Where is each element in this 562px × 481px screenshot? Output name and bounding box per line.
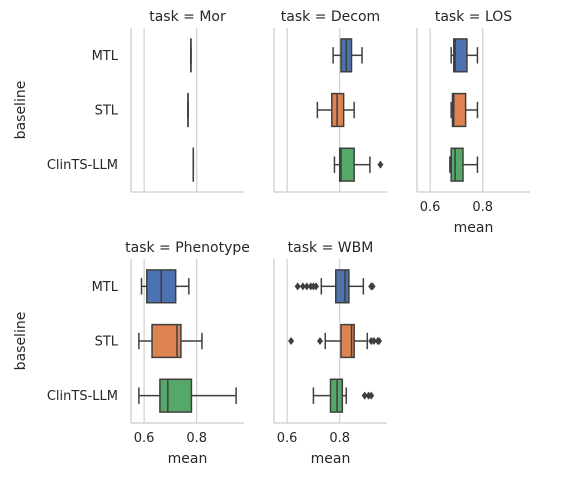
x-axis-label: mean [454, 220, 494, 236]
x-tick-label: 0.8 [329, 431, 350, 446]
y-tick-label: STL [95, 104, 119, 119]
box-mtl [295, 270, 376, 303]
box-mtl [451, 39, 477, 72]
outlier-point [377, 161, 383, 169]
panel-title: task = LOS [435, 9, 512, 25]
box-mtl [333, 39, 362, 72]
outlier-point [288, 337, 294, 345]
y-tick-label: MTL [92, 280, 119, 295]
box-iqr [451, 148, 463, 181]
y-axis-label: baseline [13, 312, 29, 371]
x-tick-label: 0.6 [134, 431, 155, 446]
panel-title: task = Decom [281, 9, 380, 25]
y-tick-label: ClinTS-LLM [47, 158, 118, 173]
box-clints-llm [139, 379, 236, 412]
box-stl [451, 94, 477, 127]
y-tick-label: ClinTS-LLM [47, 389, 118, 404]
panel-title: task = Mor [149, 9, 226, 25]
box-stl [288, 325, 382, 358]
box-iqr [340, 148, 354, 181]
box-mtl [142, 270, 189, 303]
box-clints-llm [313, 379, 374, 412]
y-tick-label: STL [95, 335, 119, 350]
x-tick-label: 0.6 [420, 200, 441, 215]
x-tick-label: 0.8 [186, 431, 207, 446]
y-tick-label: MTL [92, 49, 119, 64]
y-axis-label: baseline [13, 81, 29, 140]
outlier-point [317, 337, 323, 345]
panel-title: task = Phenotype [125, 240, 250, 256]
box-clints-llm [450, 148, 478, 181]
box-stl [317, 94, 354, 127]
box-clints-llm [334, 148, 383, 181]
box-iqr [336, 270, 349, 303]
box-stl [139, 325, 202, 358]
x-tick-label: 0.6 [277, 431, 298, 446]
box-iqr [160, 379, 192, 412]
outlier-point [295, 282, 301, 290]
panel-title: task = WBM [288, 240, 374, 256]
x-axis-label: mean [311, 451, 351, 467]
x-tick-label: 0.8 [472, 200, 493, 215]
x-axis-label: mean [168, 451, 208, 467]
